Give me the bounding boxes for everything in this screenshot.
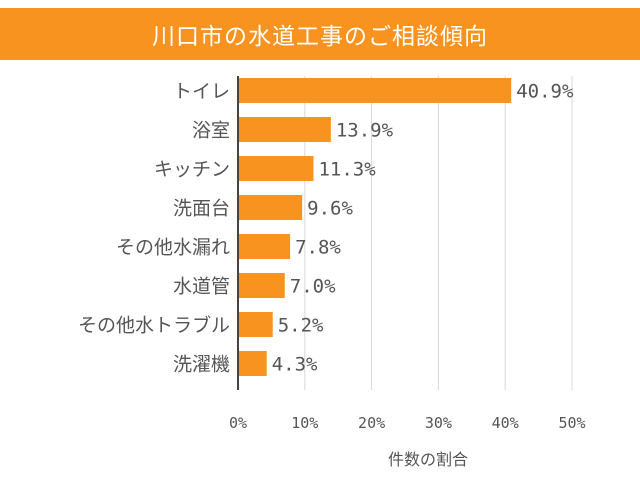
value-label: 9.6% [307,198,353,220]
value-labels: 40.9% 13.9% 11.3% 9.6% 7.8% 7.0% 5.2% 4.3% [272,81,574,376]
x-tick-label: 20% [358,414,385,432]
value-label: 13.9% [336,120,394,142]
x-tick-label: 50% [558,414,585,432]
x-tick-label: 30% [425,414,452,432]
bar [238,117,331,142]
category-label: 水道管 [173,276,230,298]
value-label: 5.2% [278,315,324,337]
x-tick-label: 40% [492,414,519,432]
category-label: 浴室 [192,120,230,142]
bar [238,195,303,220]
category-label: その他水トラブル [78,314,230,337]
bars [238,78,512,376]
category-label: その他水漏れ [116,237,230,259]
bar [238,234,291,259]
chart-title: 川口市の水道工事のご相談傾向 [152,24,488,50]
x-axis-title: 件数の割合 [388,450,468,469]
x-tick-label: 10% [291,414,318,432]
bar [238,78,512,103]
chart-title-bar: 川口市の水道工事のご相談傾向 [0,8,640,60]
category-label: 洗濯機 [173,354,230,376]
bar [238,156,314,181]
category-label: 洗面台 [173,198,230,220]
x-tick-label: 0% [229,414,247,432]
bar [238,351,267,376]
x-tick-labels: 0% 10% 20% 30% 40% 50% [229,414,586,432]
bar [238,312,273,337]
value-label: 7.0% [290,276,336,298]
bar [238,273,285,298]
value-label: 4.3% [272,354,318,376]
value-label: 7.8% [295,237,341,259]
value-label: 11.3% [318,159,376,181]
value-label: 40.9% [516,81,574,103]
category-label: キッチン [154,159,230,181]
category-label: トイレ [173,81,230,103]
